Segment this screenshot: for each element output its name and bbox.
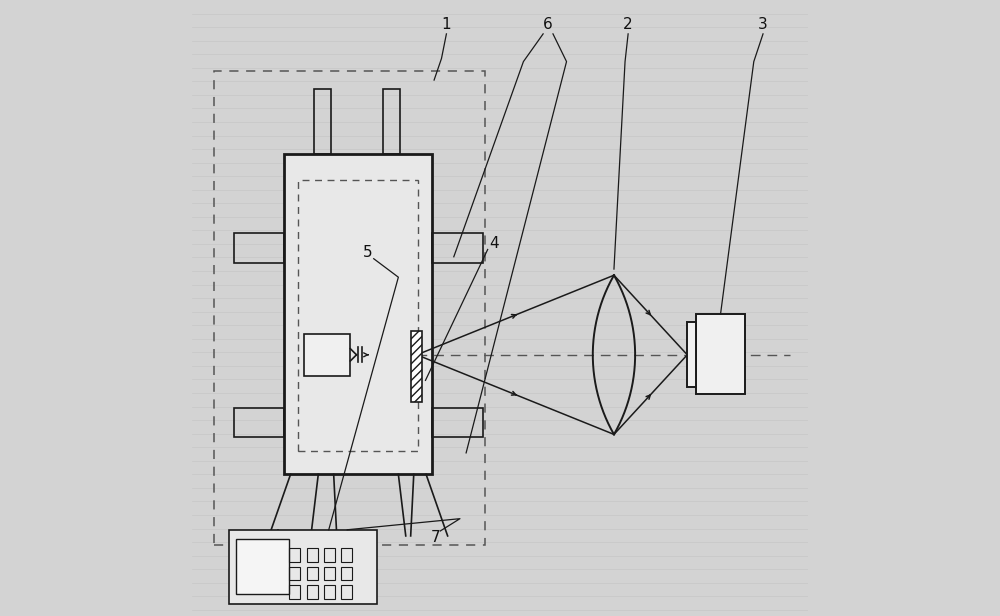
Bar xyxy=(236,539,289,594)
Bar xyxy=(229,530,377,604)
Text: 7: 7 xyxy=(431,530,440,545)
Bar xyxy=(307,585,318,599)
Bar xyxy=(234,408,284,437)
Bar xyxy=(341,548,352,562)
Bar xyxy=(324,585,335,599)
Bar xyxy=(324,567,335,580)
Bar xyxy=(341,585,352,599)
Bar xyxy=(214,71,485,545)
Bar xyxy=(411,331,422,402)
Bar xyxy=(307,567,318,580)
Bar xyxy=(284,154,432,474)
Bar xyxy=(324,548,335,562)
Bar xyxy=(298,180,418,451)
Bar xyxy=(307,548,318,562)
Bar xyxy=(289,548,300,562)
Text: 2: 2 xyxy=(623,17,633,32)
Bar xyxy=(383,89,400,154)
Bar xyxy=(289,585,300,599)
Bar xyxy=(314,89,331,154)
Bar xyxy=(432,233,483,263)
Text: 3: 3 xyxy=(758,17,768,32)
Bar xyxy=(234,233,284,263)
Text: 1: 1 xyxy=(442,17,451,32)
Bar xyxy=(432,408,483,437)
Bar xyxy=(696,314,745,394)
Bar xyxy=(687,322,696,387)
Bar xyxy=(304,334,350,376)
Bar xyxy=(341,567,352,580)
Text: 5: 5 xyxy=(363,245,372,260)
Bar xyxy=(289,567,300,580)
Text: 6: 6 xyxy=(543,17,553,32)
Text: 4: 4 xyxy=(489,236,499,251)
